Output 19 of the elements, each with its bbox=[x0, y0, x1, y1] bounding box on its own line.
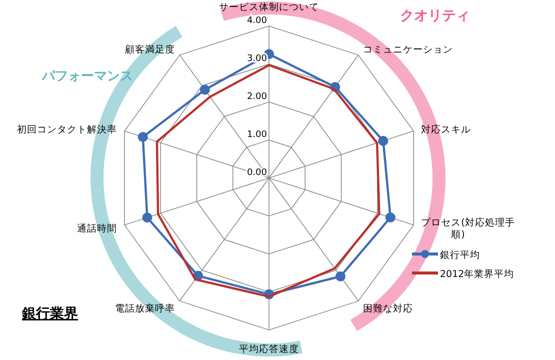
spoke-label: プロセス(対応処理手順) bbox=[421, 216, 515, 240]
spoke-label: 電話放棄呼率 bbox=[114, 302, 175, 314]
y-tick-label: 1.00 bbox=[246, 130, 268, 140]
spoke-label: 困難な対応 bbox=[363, 302, 414, 314]
spoke-label: 対応スキル bbox=[421, 124, 472, 136]
spoke-label: 初回コンタクト解決率 bbox=[16, 124, 117, 136]
spoke-label: 平均応答速度 bbox=[239, 343, 299, 355]
spoke-label: 通話時間 bbox=[76, 222, 117, 234]
text: 銀行業界 bbox=[21, 306, 78, 322]
legend-label: 銀行平均 bbox=[440, 249, 480, 261]
y-tick-label: 4.00 bbox=[246, 16, 268, 26]
legend-label: 2012年業界平均 bbox=[440, 268, 514, 280]
y-tick-label: 0.00 bbox=[246, 168, 268, 178]
spoke-label: コミュニケーション bbox=[363, 44, 454, 56]
y-tick-label: 2.00 bbox=[246, 92, 268, 102]
text: クオリティ bbox=[400, 8, 470, 24]
text: パフォーマンス bbox=[41, 69, 133, 84]
spoke-label: 顧客満足度 bbox=[124, 44, 175, 56]
spoke-label: サービス体制について bbox=[219, 1, 319, 13]
